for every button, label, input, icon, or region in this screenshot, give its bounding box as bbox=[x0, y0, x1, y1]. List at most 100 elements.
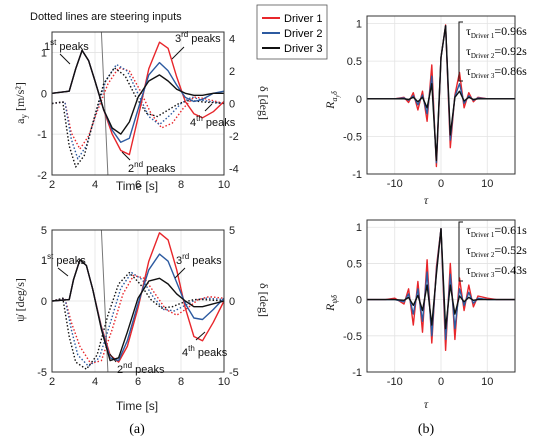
panel-b-tau-driver-1: τDriver 1=0.96s bbox=[466, 24, 527, 40]
panel-a-first-peaks-label: 1st peaks bbox=[44, 38, 89, 53]
series-line-steering-command bbox=[52, 31, 130, 176]
panel-c-second-peaks-label: 2nd peaks bbox=[117, 361, 165, 376]
panel-d-tau-bracket bbox=[458, 221, 463, 282]
y2-tick-label: 5 bbox=[229, 225, 235, 237]
y-tick-label: 1 bbox=[356, 19, 362, 31]
y-tick-label: -0.5 bbox=[343, 331, 362, 343]
x-tick-label: 10 bbox=[218, 376, 230, 388]
panel-b-tau-driver-2: τDriver 2=0.92s bbox=[466, 44, 527, 60]
panel-b-frame bbox=[366, 15, 516, 175]
series-line-driver-3-steering bbox=[51, 271, 225, 370]
legend-item-driver-2: Driver 2 bbox=[262, 28, 323, 40]
y-tick-label: 1 bbox=[41, 47, 47, 59]
panel-b-tau-driver-3: τDriver 3=0.86s bbox=[466, 64, 527, 80]
y2-tick-label: 4 bbox=[229, 34, 235, 46]
series-line-driver-1-steering bbox=[51, 274, 225, 365]
panel-a-lateral-acceleration: 2 4 6 8 10 -2 -1 0 1 -4 -2 0 2 4 ay [m/s²] Time [s] δ… bbox=[13, 11, 271, 193]
x-tick-label: 6 bbox=[135, 376, 141, 388]
legend-item-driver-3: Driver 3 bbox=[262, 43, 323, 55]
series-line-driver-3 bbox=[51, 49, 224, 135]
y-tick-label: 0 bbox=[356, 295, 362, 307]
x-tick-label: 10 bbox=[481, 178, 493, 190]
y-tick-label: -5 bbox=[37, 367, 47, 379]
y-tick-label: -1 bbox=[352, 367, 362, 379]
panel-a-ylabel: ay [m/s²] bbox=[13, 82, 29, 124]
panel-a-note: Dotted lines are steering inputs bbox=[30, 11, 182, 23]
panel-b-crosscorrelation-ay: -10 0 10 -1 -0.5 0 0.5 1 Rayδ τ τDriver 1=0.96s… bbox=[323, 15, 527, 207]
panel-a-ticks: 2 4 6 8 10 -2 -1 0 1 -4 -2 0 2 4 bbox=[37, 34, 239, 192]
panel-a-frame bbox=[51, 31, 225, 176]
y-tick-label: 0.5 bbox=[347, 56, 362, 68]
series-line-driver-2-steering bbox=[51, 271, 225, 367]
caption-a: (a) bbox=[129, 422, 145, 437]
panel-a-second-peaks-arrow bbox=[121, 151, 131, 161]
panel-d-tau-annotation: τDriver 1=0.61s τDriver 2=0.52s τDriver … bbox=[458, 221, 527, 282]
panel-c-ticks: 2 4 6 8 10-505-505 bbox=[37, 225, 239, 388]
y-tick-label: 0 bbox=[356, 94, 362, 106]
panel-c-second-peaks-arrow bbox=[109, 353, 117, 363]
x-tick-label: 4 bbox=[92, 376, 98, 388]
panel-a-third-peaks-label: 3rd peaks bbox=[175, 30, 221, 45]
x-tick-label: 0 bbox=[438, 178, 444, 190]
panel-d-frame bbox=[366, 219, 516, 373]
panel-a-y2label: δ [deg] bbox=[257, 86, 271, 120]
x-tick-label: -10 bbox=[387, 376, 403, 388]
panel-c-yaw-rate: 2 4 6 8 10-505-505 ψ̇ [deg/s] Time [s] δ [de… bbox=[13, 225, 271, 413]
panel-d-ylabel: Rψ̇δ bbox=[323, 295, 339, 312]
y-tick-label: -1 bbox=[352, 169, 362, 181]
y-tick-label: 0 bbox=[41, 88, 47, 100]
y-tick-label: 5 bbox=[41, 225, 47, 237]
panel-a-fourth-peaks-arrow bbox=[204, 103, 213, 112]
panel-a-grid bbox=[51, 32, 225, 176]
series-line-driver-3-steering bbox=[51, 67, 225, 168]
panel-b-ticks: -10 0 10 -1 -0.5 0 0.5 1 bbox=[343, 19, 493, 190]
panel-c-first-peaks-label: 1st peaks bbox=[41, 252, 86, 267]
panel-d-lines bbox=[367, 227, 515, 351]
panel-c-ylabel: ψ̇ [deg/s] bbox=[13, 278, 27, 322]
panel-b-xlabel: τ bbox=[424, 193, 429, 207]
y-tick-label: 0 bbox=[41, 296, 47, 308]
y-tick-label: -2 bbox=[37, 170, 47, 182]
y2-tick-label: 2 bbox=[229, 66, 235, 78]
legend-item-driver-1: Driver 1 bbox=[262, 13, 323, 25]
panel-c-third-peaks-arrow bbox=[174, 267, 186, 279]
legend-label-driver-3: Driver 3 bbox=[284, 43, 323, 55]
x-tick-label: 2 bbox=[49, 376, 55, 388]
caption-b: (b) bbox=[418, 422, 435, 437]
panel-b-lines bbox=[367, 24, 515, 168]
y2-tick-label: 0 bbox=[229, 99, 235, 111]
legend-label-driver-1: Driver 1 bbox=[284, 13, 323, 25]
panel-c-third-peaks-label: 3rd peaks bbox=[176, 252, 222, 267]
x-tick-label: 10 bbox=[481, 376, 493, 388]
y2-tick-label: -2 bbox=[229, 131, 239, 143]
panel-d-crosscorrelation-yaw: -10 0 10 -1 -0.5 0 0.5 1 Rψ̇δ τ τDriver 1=0.61s… bbox=[323, 219, 527, 411]
panel-c-fourth-peaks-label: 4th peaks bbox=[182, 344, 228, 359]
panel-c-xlabel: Time [s] bbox=[116, 399, 158, 413]
x-tick-label: 8 bbox=[178, 179, 184, 191]
panel-a-first-peaks-arrow bbox=[59, 53, 71, 65]
series-line-driver-3 bbox=[51, 259, 225, 362]
y-tick-label: -1 bbox=[37, 129, 47, 141]
x-tick-label: 8 bbox=[178, 376, 184, 388]
x-tick-label: 4 bbox=[92, 179, 98, 191]
panel-c-frame bbox=[51, 229, 225, 373]
y2-tick-label: 0 bbox=[229, 296, 235, 308]
x-tick-label: 10 bbox=[218, 179, 230, 191]
panel-a-third-peaks-arrow bbox=[171, 46, 185, 60]
panel-d-ticks: -10 0 10 -1 -0.5 0 0.5 1 bbox=[343, 222, 493, 388]
x-tick-label: -10 bbox=[387, 178, 403, 190]
series-line-driver-3 bbox=[367, 227, 515, 330]
panel-d-xlabel: τ bbox=[424, 397, 429, 411]
legend: Driver 1 Driver 2 Driver 3 bbox=[256, 4, 328, 60]
series-line-driver-3 bbox=[367, 25, 515, 162]
y2-tick-label: -4 bbox=[229, 164, 239, 176]
panel-a-fourth-peaks-label: 4th peaks bbox=[190, 114, 236, 129]
panel-d-tau-driver-1: τDriver 1=0.61s bbox=[466, 223, 527, 239]
x-tick-label: 0 bbox=[438, 376, 444, 388]
panel-b-tau-bracket bbox=[458, 21, 463, 82]
y-tick-label: 0.5 bbox=[347, 258, 362, 270]
panel-d-tau-driver-3: τDriver 3=0.43s bbox=[466, 263, 527, 279]
panel-c-fourth-peaks-arrow bbox=[195, 331, 206, 341]
x-tick-label: 6 bbox=[135, 179, 141, 191]
panel-c-y2label: δ [deg] bbox=[257, 283, 271, 317]
